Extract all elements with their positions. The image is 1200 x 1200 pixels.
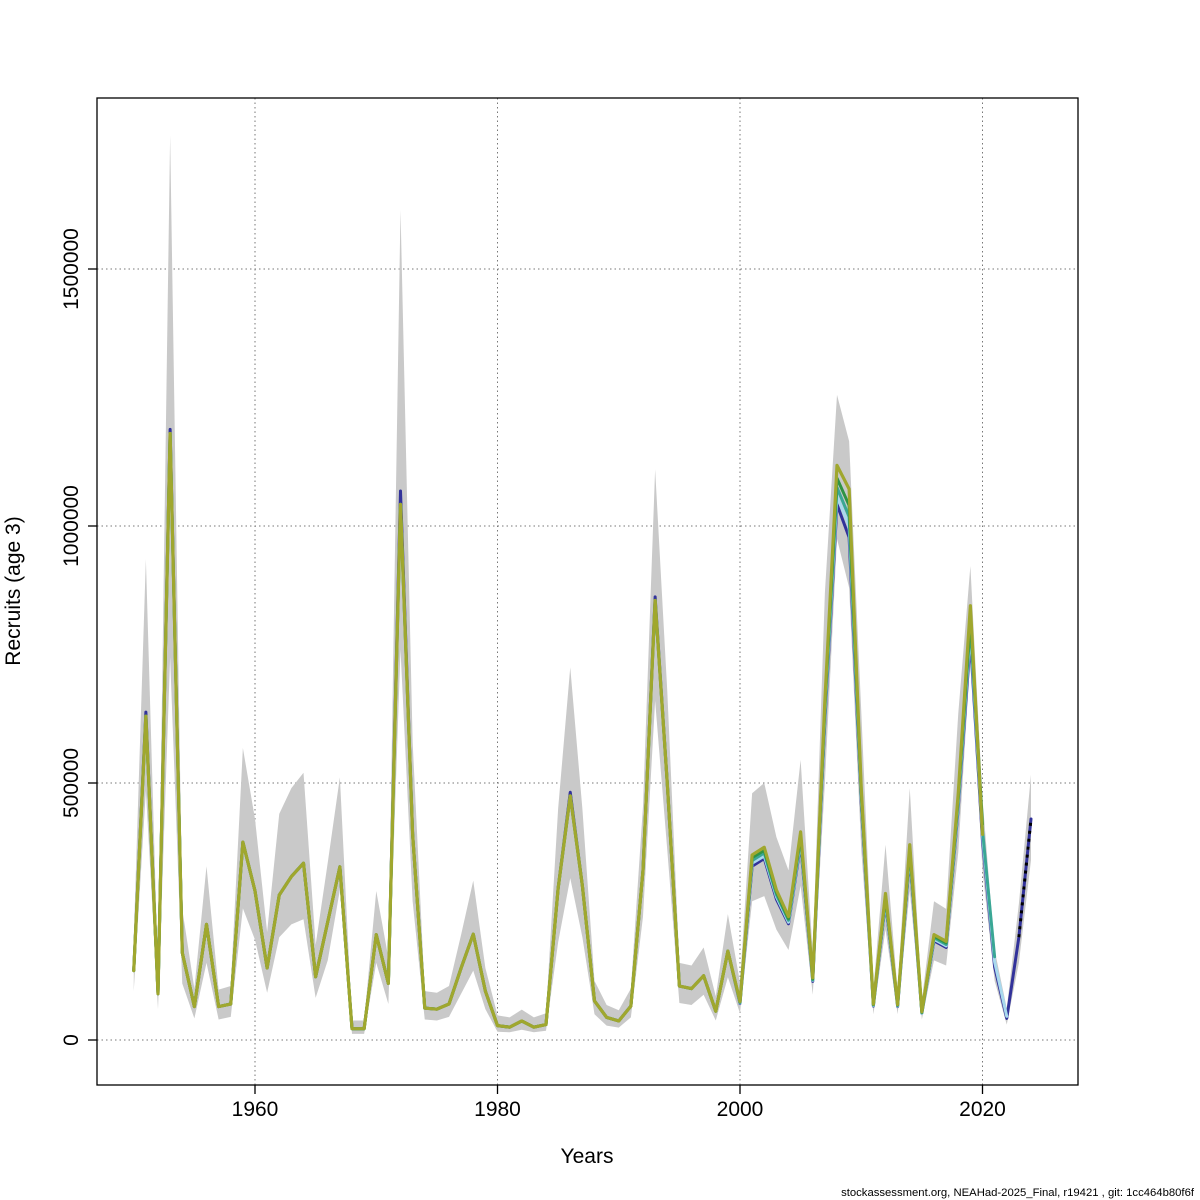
- run-lines: [132, 427, 1033, 1031]
- run-olive-to-2020: [132, 431, 985, 1031]
- y-tick-label: 1000000: [60, 485, 83, 567]
- x-tick-label: 1960: [232, 1098, 279, 1121]
- x-tick-label: 2020: [959, 1098, 1006, 1121]
- x-tick-label: 2000: [717, 1098, 764, 1121]
- plot-border: [96, 97, 1079, 1086]
- footer-text: stockassessment.org, NEAHad-2025_Final, …: [841, 1187, 1195, 1199]
- y-tick-label: 0: [60, 1034, 83, 1046]
- y-tick-label: 500000: [60, 748, 83, 818]
- y-tick-label: 1500000: [60, 228, 83, 310]
- axis-ticks: 1960 1980 2000 2020 0 500000 1000000 1500000: [60, 228, 1006, 1121]
- x-tick-label: 1980: [474, 1098, 521, 1121]
- y-axis-title: Recruits (age 3): [2, 516, 25, 665]
- x-axis-title: Years: [561, 1145, 614, 1168]
- gridlines: [97, 98, 1078, 1085]
